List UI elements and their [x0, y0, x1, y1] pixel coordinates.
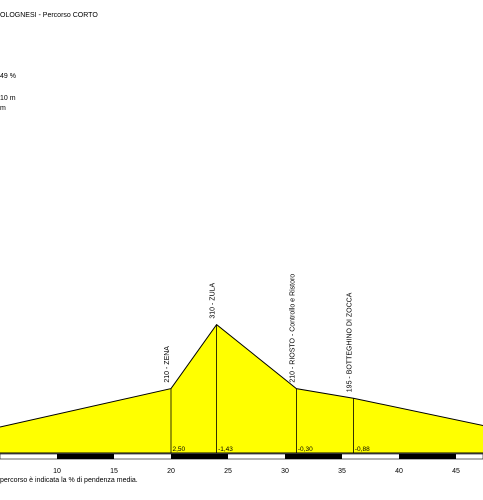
- footer-note: percorso è indicata la % di pendenza med…: [0, 477, 138, 484]
- x-axis-layer: 10 15 20 25 30 35 40 45: [0, 453, 483, 475]
- x-tick-label-10: 10: [53, 468, 61, 475]
- point-label-4: 195 - BOTTEGHINO DI ZOCCA: [346, 292, 353, 392]
- distance-bar-outline: [0, 453, 483, 460]
- x-tick-label-15: 15: [110, 468, 118, 475]
- drop-lines-layer: [170, 324, 354, 453]
- info-line-length: 10 m: [0, 95, 16, 102]
- point-label-2: 310 - ZULA: [210, 282, 217, 318]
- x-tick-label-35: 35: [338, 468, 346, 475]
- distance-bar-segment-10: [57, 454, 114, 459]
- x-tick-label-45: 45: [452, 468, 460, 475]
- x-tick-label-30: 30: [281, 468, 289, 475]
- distance-bar-segment-40: [399, 454, 456, 459]
- slope-label-3: -0,30: [298, 446, 313, 453]
- x-tick-label-25: 25: [224, 468, 232, 475]
- slope-labels-layer: 2,50 -1,43 -0,30 -0,88: [173, 446, 371, 453]
- info-line-percentage: 49 %: [0, 73, 16, 80]
- info-line-unit: m: [0, 105, 6, 112]
- distance-bar-segment-30: [285, 454, 342, 459]
- x-tick-label-20: 20: [167, 468, 175, 475]
- profile-area: [0, 324, 483, 453]
- x-tick-label-40: 40: [395, 468, 403, 475]
- slope-label-4: -0,88: [355, 446, 370, 453]
- point-label-1: 210 - ZENA: [164, 346, 171, 383]
- distance-bar-segment-20: [171, 454, 228, 459]
- chart-title: OLOGNESI - Percorso CORTO: [0, 12, 98, 19]
- point-labels-layer: 210 - ZENA 310 - ZULA 210 - RIOSTO - Contr…: [164, 274, 353, 393]
- slope-label-1: 2,50: [173, 446, 186, 453]
- slope-label-2: -1,43: [218, 446, 233, 453]
- point-label-3: 210 - RIOSTO - Controllo e Ristoro: [289, 274, 296, 383]
- profile-area-layer: [0, 323, 483, 454]
- profile-line: [0, 323, 483, 428]
